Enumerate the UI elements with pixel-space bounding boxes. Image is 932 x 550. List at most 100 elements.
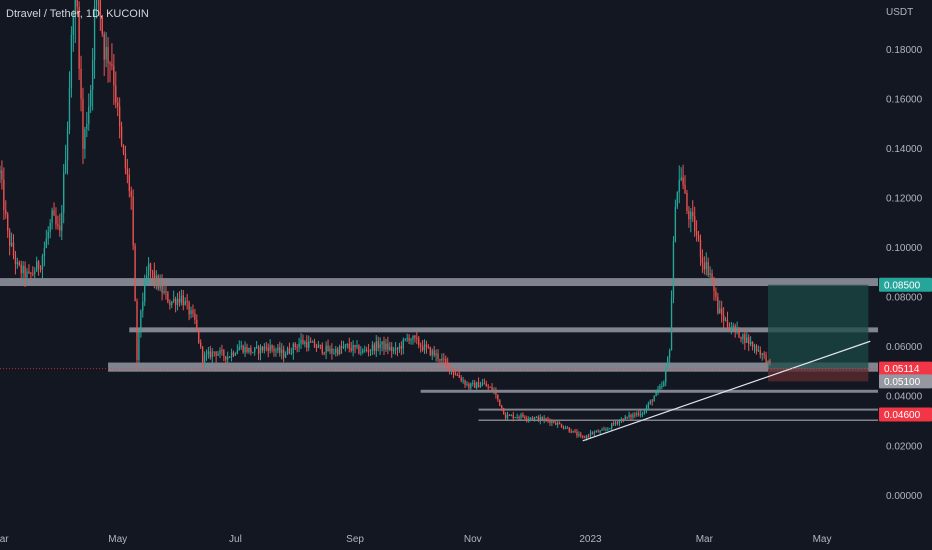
candle-61 (115, 71, 117, 109)
candle-150 (286, 346, 289, 355)
candle-body (533, 417, 536, 420)
candle-118 (225, 356, 227, 366)
candle-139 (265, 342, 267, 352)
candle-body (203, 355, 206, 364)
candle-body (466, 383, 468, 385)
candle-body (352, 345, 354, 351)
candle-231 (443, 353, 445, 365)
candle-body (35, 261, 38, 272)
candle-body (657, 389, 659, 392)
candle-316 (607, 427, 609, 431)
candle-106 (201, 346, 204, 370)
candle-32 (59, 213, 61, 237)
candle-346 (665, 366, 667, 387)
candle-192 (367, 343, 370, 357)
candle-221 (423, 339, 426, 354)
candle-body (628, 414, 630, 417)
candle-body (43, 247, 46, 257)
candle-175 (335, 345, 337, 357)
candle-177 (338, 344, 341, 356)
candle-body (688, 210, 690, 220)
candle-body (161, 282, 163, 293)
candle-body (699, 239, 702, 258)
candle-body (95, 0, 98, 7)
candle-251 (481, 379, 484, 387)
candle-36 (66, 121, 69, 175)
candle-body (645, 408, 648, 411)
price-axis[interactable]: USDT 0.00000 0.02000 0.04000 0.06000 0.08000 0… (886, 7, 923, 502)
candle-body (7, 214, 9, 231)
candle-33 (61, 204, 63, 240)
candle-222 (425, 340, 428, 354)
candle-body (86, 124, 88, 130)
candle-53 (99, 0, 102, 31)
candle-353 (678, 165, 680, 204)
candle-body (176, 298, 179, 306)
x-tick-label-nov: Nov (464, 534, 482, 545)
candle-384 (738, 326, 740, 339)
candle-body (609, 428, 611, 430)
candle-body (614, 422, 617, 424)
candlestick-series (0, 0, 771, 441)
candle-167 (319, 344, 322, 350)
candle-219 (419, 342, 422, 353)
candle-body (159, 282, 161, 289)
candle-97 (184, 297, 186, 306)
price-badge-bg (879, 277, 932, 292)
candle-body (194, 313, 196, 320)
candle-319 (612, 420, 615, 426)
candle-body (153, 271, 156, 281)
candle-264 (506, 411, 509, 420)
candle-body (520, 414, 522, 418)
candle-321 (616, 420, 619, 426)
price-badge-3: 0.05100 (879, 374, 932, 389)
candle-body (636, 413, 638, 416)
candle-body (41, 256, 44, 270)
candle-90 (171, 300, 173, 309)
candle-109 (207, 346, 210, 359)
candle-108 (205, 349, 208, 361)
candle-381 (732, 322, 734, 330)
x-tick-label-may: May (813, 534, 832, 545)
candle-148 (282, 345, 285, 363)
candle-body (666, 357, 669, 369)
candle-287 (551, 419, 553, 427)
candle-body (242, 345, 244, 353)
candle-302 (580, 431, 582, 438)
candle-276 (529, 417, 532, 422)
candle-body (599, 430, 601, 433)
candle-225 (431, 348, 433, 361)
candle-body (701, 257, 704, 263)
candle-body (622, 418, 624, 421)
candle-body (597, 431, 599, 433)
candle-214 (410, 337, 412, 345)
candle-body (620, 418, 623, 421)
candle-252 (483, 378, 486, 385)
candle-body (682, 177, 684, 185)
candle-body (472, 382, 474, 384)
candle-body (383, 341, 385, 350)
candle-363 (697, 230, 700, 242)
candle-58 (109, 61, 111, 83)
time-axis[interactable]: Mar May Jul Sep Nov 2023 Mar May (0, 534, 831, 545)
candle-body (196, 319, 198, 330)
candle-body (757, 350, 760, 352)
candle-body (724, 319, 727, 321)
candle-body (111, 63, 113, 66)
zone-2 (129, 327, 879, 333)
candle-94 (178, 291, 181, 307)
candle-body (487, 386, 489, 388)
candle-body (209, 351, 212, 358)
candle-279 (535, 416, 538, 419)
candle-body (607, 428, 609, 430)
candle-72 (136, 298, 138, 366)
candle-26 (47, 226, 49, 245)
candle-body (721, 308, 723, 315)
candle-body (427, 346, 430, 348)
candle-body (279, 347, 281, 353)
candle-body (462, 380, 464, 382)
candle-body (740, 337, 742, 340)
candle-309 (593, 430, 596, 437)
candle-body (474, 382, 476, 388)
